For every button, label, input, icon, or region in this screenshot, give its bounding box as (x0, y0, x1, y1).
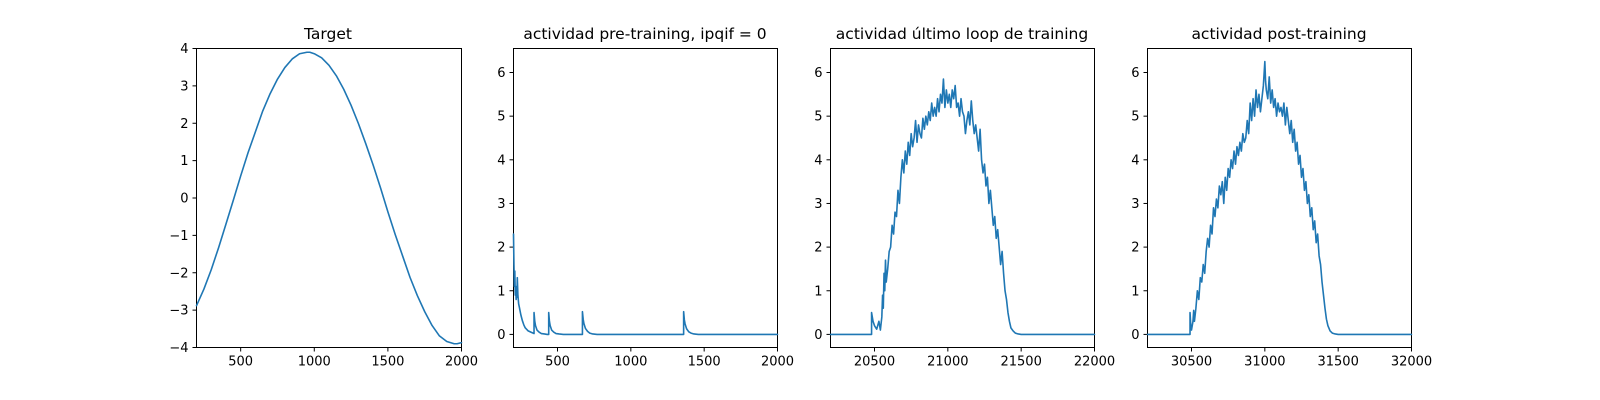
x-tick-label: 1500 (688, 355, 721, 370)
x-tick-label: 22000 (1074, 355, 1115, 370)
panel-title: actividad último loop de training (836, 25, 1088, 43)
panel-title: actividad post-training (1191, 25, 1366, 43)
y-tick-label: 4 (1131, 153, 1139, 168)
y-tick-label: 0 (497, 328, 505, 343)
y-tick-label: 3 (814, 197, 822, 212)
y-tick-label: 2 (814, 241, 822, 256)
y-tick-label: −4 (169, 341, 188, 356)
panel-pre-training: actividad pre-training, ipqif = 0 500 100… (497, 25, 794, 370)
series-line (195, 51, 463, 345)
y-tick-label: 2 (497, 241, 505, 256)
x-tick-label: 500 (228, 355, 253, 370)
y-tick-label: −3 (169, 304, 188, 319)
y-tick-label: 3 (497, 197, 505, 212)
y-tick-label: 5 (497, 110, 505, 125)
y-tick-label: 3 (1131, 197, 1139, 212)
y-tick-label: 1 (497, 284, 505, 299)
y-tick-label: 3 (180, 79, 188, 94)
panel-title: Target (303, 25, 352, 43)
y-tick-label: 2 (1131, 241, 1139, 256)
x-tick-label: 2000 (761, 355, 794, 370)
y-tick-label: 4 (814, 153, 822, 168)
y-tick-label: 0 (814, 328, 822, 343)
axis-ticks: 20500 21000 21500 22000 0 1 2 3 4 5 6 (814, 66, 1115, 369)
y-tick-label: 6 (814, 66, 822, 81)
y-tick-label: 5 (814, 110, 822, 125)
axis-ticks: 500 1000 1500 2000 0 1 2 3 4 5 6 (497, 66, 794, 369)
panel-target: Target 500 1000 1500 2000 −4 −3 −2 −1 0 1 2 3 4 (169, 25, 478, 370)
panel-last-training-loop: actividad último loop de training 20500 2… (814, 25, 1115, 370)
y-tick-label: 6 (1131, 66, 1139, 81)
y-tick-label: −2 (169, 266, 188, 281)
x-tick-label: 20500 (854, 355, 895, 370)
y-tick-label: 1 (1131, 284, 1139, 299)
panel-post-training: actividad post-training 30500 31000 31500 3… (1131, 25, 1432, 370)
x-tick-label: 2000 (445, 355, 478, 370)
series-line (829, 78, 1096, 336)
y-tick-label: 1 (814, 284, 822, 299)
series-line (512, 233, 779, 336)
y-tick-label: 4 (180, 42, 188, 57)
x-tick-label: 31000 (1244, 355, 1285, 370)
plot-frame (1147, 48, 1412, 348)
x-tick-label: 31500 (1317, 355, 1358, 370)
x-tick-label: 21000 (927, 355, 968, 370)
series-line (1146, 60, 1413, 336)
plot-frame (513, 48, 778, 348)
y-tick-label: 5 (1131, 110, 1139, 125)
x-tick-label: 1000 (614, 355, 647, 370)
x-tick-label: 32000 (1391, 355, 1432, 370)
y-tick-label: −1 (169, 229, 188, 244)
x-tick-label: 1000 (298, 355, 331, 370)
y-tick-label: 1 (180, 154, 188, 169)
plot-frame (830, 48, 1095, 348)
panel-title: actividad pre-training, ipqif = 0 (523, 25, 766, 43)
y-tick-label: 4 (497, 153, 505, 168)
x-tick-label: 500 (545, 355, 570, 370)
x-tick-label: 30500 (1171, 355, 1212, 370)
x-tick-label: 1500 (371, 355, 404, 370)
y-tick-label: 0 (1131, 328, 1139, 343)
axis-ticks: 500 1000 1500 2000 −4 −3 −2 −1 0 1 2 3 4 (169, 42, 478, 370)
y-tick-label: 0 (180, 192, 188, 207)
y-tick-label: 2 (180, 117, 188, 132)
x-tick-label: 21500 (1000, 355, 1041, 370)
y-tick-label: 6 (497, 66, 505, 81)
axis-ticks: 30500 31000 31500 32000 0 1 2 3 4 5 6 (1131, 66, 1432, 369)
